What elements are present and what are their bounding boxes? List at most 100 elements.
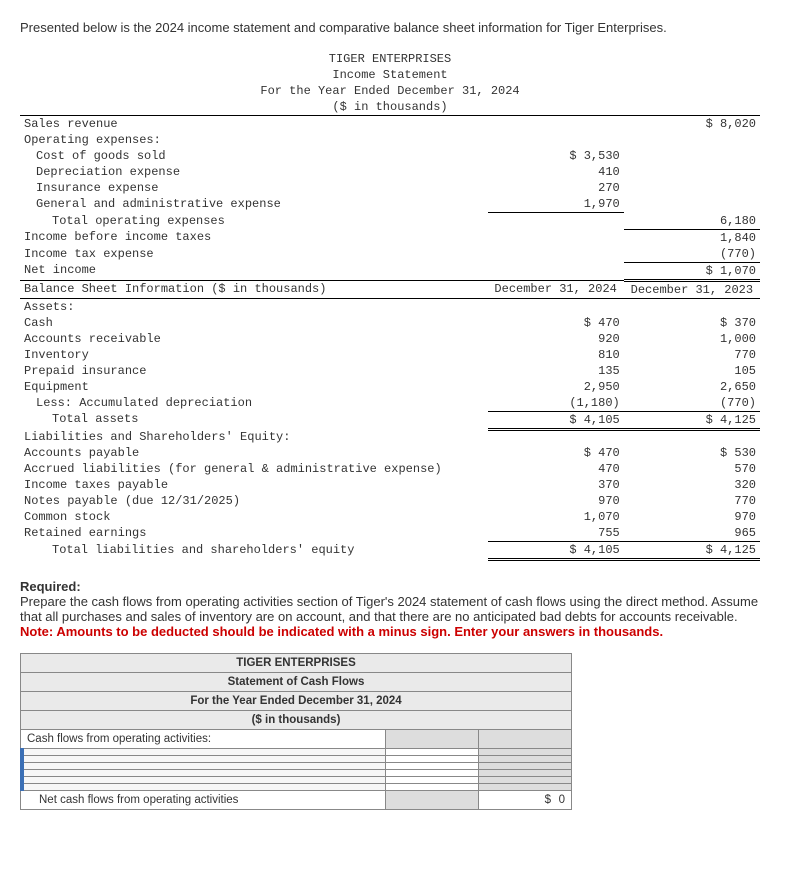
cf-h1: TIGER ENTERPRISES	[21, 654, 572, 673]
cf-line-6-select[interactable]	[21, 784, 386, 791]
total-assets-label: Total assets	[20, 411, 488, 429]
cs-v2: 970	[624, 509, 760, 525]
tax-label: Income tax expense	[20, 246, 488, 263]
dollar-sign: $	[545, 794, 559, 806]
total-assets-v2: $ 4,125	[624, 411, 760, 429]
itp-v2: 320	[624, 477, 760, 493]
cf-shaded-cell	[386, 791, 479, 810]
ar-v2: 1,000	[624, 331, 760, 347]
ibt-label: Income before income taxes	[20, 229, 488, 246]
ap-label: Accounts payable	[20, 445, 488, 461]
np-v2: 770	[624, 493, 760, 509]
ibt-value: 1,840	[624, 229, 760, 246]
ar-label: Accounts receivable	[20, 331, 488, 347]
cf-shaded-cell	[479, 784, 572, 791]
cf-line-5-select[interactable]	[21, 777, 386, 784]
intro-text: Presented below is the 2024 income state…	[20, 20, 783, 35]
cash-v2: $ 370	[624, 315, 760, 331]
cf-net-value: 0	[559, 794, 565, 806]
cf-shaded-cell	[479, 749, 572, 756]
cash-flow-input-table: TIGER ENTERPRISES Statement of Cash Flow…	[20, 653, 572, 810]
total-op-value: 6,180	[624, 213, 760, 230]
cf-h2: Statement of Cash Flows	[21, 673, 572, 692]
acc-dep-v1: (1,180)	[488, 395, 624, 412]
stmt-units: ($ in thousands)	[20, 99, 760, 116]
cf-shaded-cell	[479, 756, 572, 763]
liab-label: Liabilities and Shareholders' Equity:	[20, 429, 488, 445]
cf-net-value-cell: $0	[479, 791, 572, 810]
ppi-label: Prepaid insurance	[20, 363, 488, 379]
cf-line-3-input[interactable]	[386, 763, 479, 770]
acc-dep-v2: (770)	[624, 395, 760, 412]
ni-label: Net income	[20, 262, 488, 280]
ni-value: $ 1,070	[624, 262, 760, 280]
bs-col1: December 31, 2024	[488, 280, 624, 298]
cf-line-6-input[interactable]	[386, 784, 479, 791]
cf-line-1-select[interactable]	[21, 749, 386, 756]
total-assets-v1: $ 4,105	[488, 411, 624, 429]
cs-label: Common stock	[20, 509, 488, 525]
required-body: Prepare the cash flows from operating ac…	[20, 594, 758, 624]
cash-label: Cash	[20, 315, 488, 331]
ap-v1: $ 470	[488, 445, 624, 461]
sales-revenue-label: Sales revenue	[20, 116, 488, 133]
eq-v2: 2,650	[624, 379, 760, 395]
cogs-value: $ 3,530	[488, 148, 624, 164]
total-op-label: Total operating expenses	[20, 213, 488, 230]
bs-col2: December 31, 2023	[624, 280, 760, 298]
cash-v1: $ 470	[488, 315, 624, 331]
inv-label: Inventory	[20, 347, 488, 363]
ins-value: 270	[488, 180, 624, 196]
accr-v2: 570	[624, 461, 760, 477]
eq-v1: 2,950	[488, 379, 624, 395]
cf-line-4-select[interactable]	[21, 770, 386, 777]
np-label: Notes payable (due 12/31/2025)	[20, 493, 488, 509]
cf-line-2-input[interactable]	[386, 756, 479, 763]
cf-shaded-cell	[386, 730, 479, 749]
assets-label: Assets:	[20, 298, 488, 315]
inv-v2: 770	[624, 347, 760, 363]
ar-v1: 920	[488, 331, 624, 347]
required-note: Note: Amounts to be deducted should be i…	[20, 624, 663, 639]
required-heading: Required:	[20, 579, 81, 594]
np-v1: 970	[488, 493, 624, 509]
total-liab-label: Total liabilities and shareholders' equi…	[20, 542, 488, 560]
cf-op-label: Cash flows from operating activities:	[21, 730, 386, 749]
cf-line-3-select[interactable]	[21, 763, 386, 770]
op-exp-label: Operating expenses:	[20, 132, 488, 148]
ppi-v2: 105	[624, 363, 760, 379]
cf-h3: For the Year Ended December 31, 2024	[21, 692, 572, 711]
acc-dep-label: Less: Accumulated depreciation	[20, 395, 488, 412]
sales-revenue-value: $ 8,020	[624, 116, 760, 133]
accr-label: Accrued liabilities (for general & admin…	[20, 461, 488, 477]
ppi-v1: 135	[488, 363, 624, 379]
re-v2: 965	[624, 525, 760, 542]
re-label: Retained earnings	[20, 525, 488, 542]
dep-label: Depreciation expense	[20, 164, 488, 180]
cf-shaded-cell	[479, 777, 572, 784]
cf-shaded-cell	[479, 770, 572, 777]
re-v1: 755	[488, 525, 624, 542]
ga-value: 1,970	[488, 196, 624, 213]
itp-v1: 370	[488, 477, 624, 493]
cf-line-1-input[interactable]	[386, 749, 479, 756]
bs-header-label: Balance Sheet Information ($ in thousand…	[20, 280, 488, 298]
cf-line-4-input[interactable]	[386, 770, 479, 777]
cf-line-2-select[interactable]	[21, 756, 386, 763]
eq-label: Equipment	[20, 379, 488, 395]
stmt-title: Income Statement	[20, 67, 760, 83]
dep-value: 410	[488, 164, 624, 180]
company-name: TIGER ENTERPRISES	[20, 51, 760, 67]
cf-line-5-input[interactable]	[386, 777, 479, 784]
cogs-label: Cost of goods sold	[20, 148, 488, 164]
cf-h4: ($ in thousands)	[21, 711, 572, 730]
cs-v1: 1,070	[488, 509, 624, 525]
itp-label: Income taxes payable	[20, 477, 488, 493]
cf-shaded-cell	[479, 763, 572, 770]
accr-v1: 470	[488, 461, 624, 477]
ap-v2: $ 530	[624, 445, 760, 461]
income-statement-table: TIGER ENTERPRISES Income Statement For t…	[20, 51, 760, 561]
ga-label: General and administrative expense	[20, 196, 488, 213]
tax-value: (770)	[624, 246, 760, 263]
total-liab-v1: $ 4,105	[488, 542, 624, 560]
